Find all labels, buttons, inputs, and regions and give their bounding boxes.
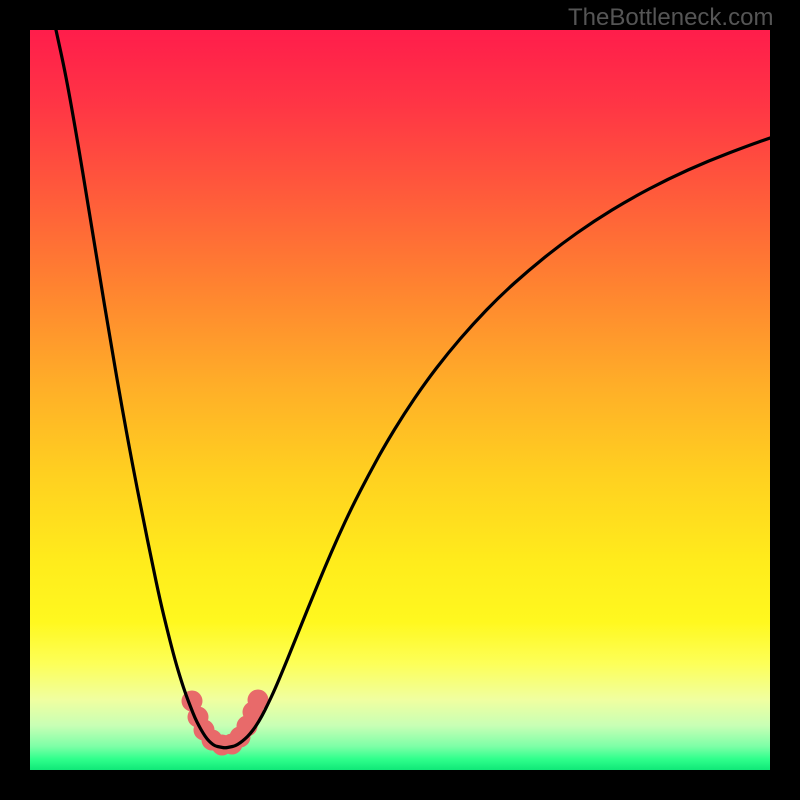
bottleneck-curve (56, 30, 770, 748)
marker-cluster (182, 690, 269, 756)
chart-root: TheBottleneck.com (0, 0, 800, 800)
chart-svg-layer (0, 0, 800, 800)
